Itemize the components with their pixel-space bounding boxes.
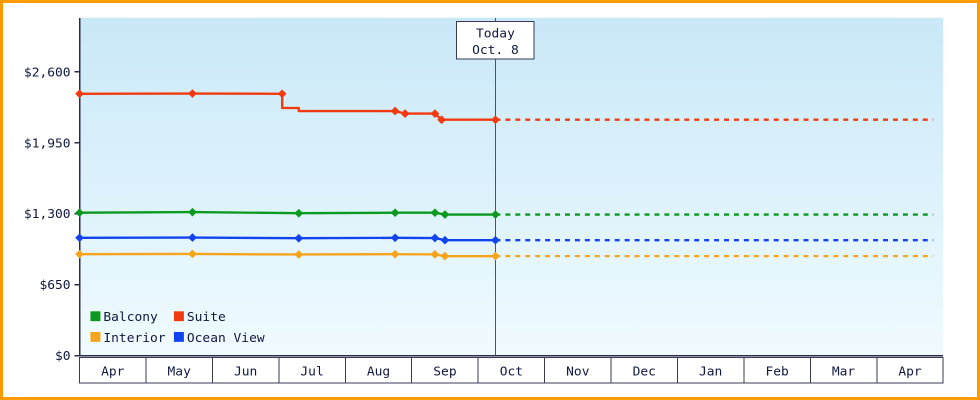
y-axis-label: $0 [55, 349, 71, 364]
legend-label: Suite [187, 310, 226, 325]
series-interior-marker [430, 250, 440, 259]
legend-swatch-ocean-view [173, 331, 184, 342]
month-cell [743, 357, 811, 384]
today-label-box [456, 21, 535, 60]
month-label: Jul [300, 364, 323, 379]
month-label: Apr [101, 364, 125, 379]
series-suite-marker [390, 106, 400, 116]
legend-label: Interior [103, 331, 165, 346]
y-axis-label: $2,600 [24, 65, 71, 80]
month-cell [79, 357, 147, 384]
month-cell [610, 357, 678, 384]
y-axis-label: $1,950 [24, 136, 71, 151]
price-history-chart: $2,600 $1,950 $1,300 $650 $0 Apr May Jun Jul Aug S… [24, 17, 944, 384]
legend-swatch-balcony [90, 311, 101, 322]
month-label: Dec [633, 364, 656, 379]
series-suite-marker [277, 89, 287, 99]
y-axis-label: $1,300 [24, 207, 71, 222]
month-label: Feb [765, 364, 788, 379]
series-ocean-view-marker [390, 233, 400, 243]
legend-label: Balcony [103, 310, 158, 325]
series-suite-marker [437, 115, 446, 125]
month-label: Apr [898, 364, 922, 379]
series-balcony-marker [430, 208, 440, 218]
legend-label: Ocean View [187, 331, 265, 346]
month-label: Sep [433, 364, 456, 379]
month-label: Mar [832, 364, 856, 379]
today-label-line2: Oct. 8 [472, 43, 519, 58]
month-cell [544, 357, 612, 384]
series-ocean-view-marker [75, 233, 84, 243]
series-balcony-marker [390, 208, 400, 218]
month-cell [411, 357, 479, 384]
series-interior-marker [75, 249, 84, 259]
series-suite-marker [75, 89, 84, 99]
legend-swatch-interior [90, 331, 101, 342]
month-cell [876, 357, 944, 384]
month-label: Aug [367, 364, 390, 379]
y-axis-label: $650 [39, 278, 70, 293]
series-interior-marker [390, 249, 400, 259]
series-suite-marker [430, 109, 440, 118]
plot-area [79, 17, 944, 356]
month-label: Oct [500, 364, 523, 379]
series-balcony-marker [294, 208, 304, 218]
series-balcony-marker [75, 208, 84, 218]
month-label: Jun [234, 364, 257, 379]
month-label: Jan [699, 364, 722, 379]
today-label-line1: Today [476, 27, 515, 42]
month-cell [145, 357, 213, 384]
series-ocean-view-marker [294, 233, 304, 243]
series-ocean-view-marker [430, 233, 440, 243]
month-cell [809, 357, 878, 384]
month-label: Nov [566, 364, 590, 379]
month-cell [477, 357, 546, 384]
legend-swatch-suite [173, 311, 184, 322]
series-interior-marker [294, 250, 304, 259]
month-label: May [168, 364, 192, 379]
